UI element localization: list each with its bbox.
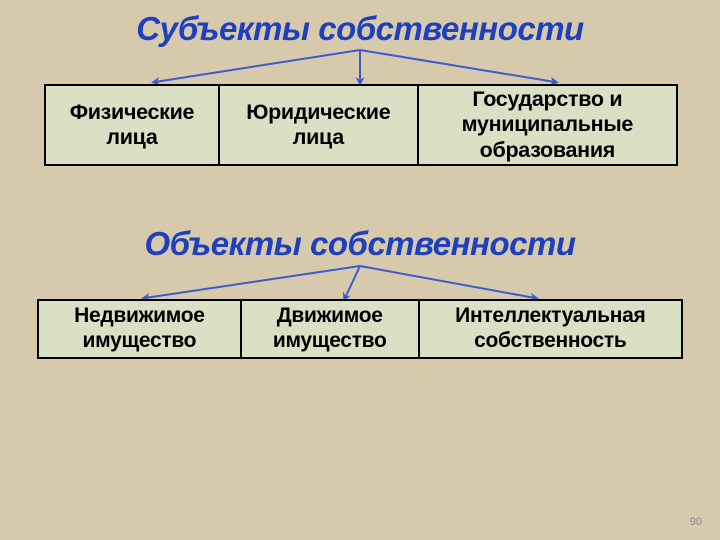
- heading-objects: Объекты собственности: [0, 225, 720, 263]
- subjects-cell-1: Юридические лица: [218, 86, 417, 164]
- objects-cell-0: Недвижимое имущество: [39, 301, 240, 357]
- arrow: [360, 50, 555, 82]
- objects-row: Недвижимое имуществоДвижимое имуществоИн…: [37, 299, 683, 359]
- arrows-objects: [0, 266, 720, 301]
- subjects-cell-2: Государство и муниципальные образования: [417, 86, 676, 164]
- arrow: [145, 266, 360, 298]
- subjects-cell-0: Физические лица: [46, 86, 218, 164]
- arrow: [360, 266, 535, 298]
- arrow: [345, 266, 360, 298]
- arrows-subjects: [0, 50, 720, 85]
- arrow: [155, 50, 360, 82]
- slide: Субъекты собственности Физические лицаЮр…: [0, 0, 720, 540]
- objects-cell-2: Интеллектуальная собственность: [418, 301, 681, 357]
- subjects-row: Физические лицаЮридические лицаГосударст…: [44, 84, 678, 166]
- objects-cell-1: Движимое имущество: [240, 301, 418, 357]
- heading-subjects: Субъекты собственности: [0, 10, 720, 48]
- page-number: 90: [690, 516, 702, 528]
